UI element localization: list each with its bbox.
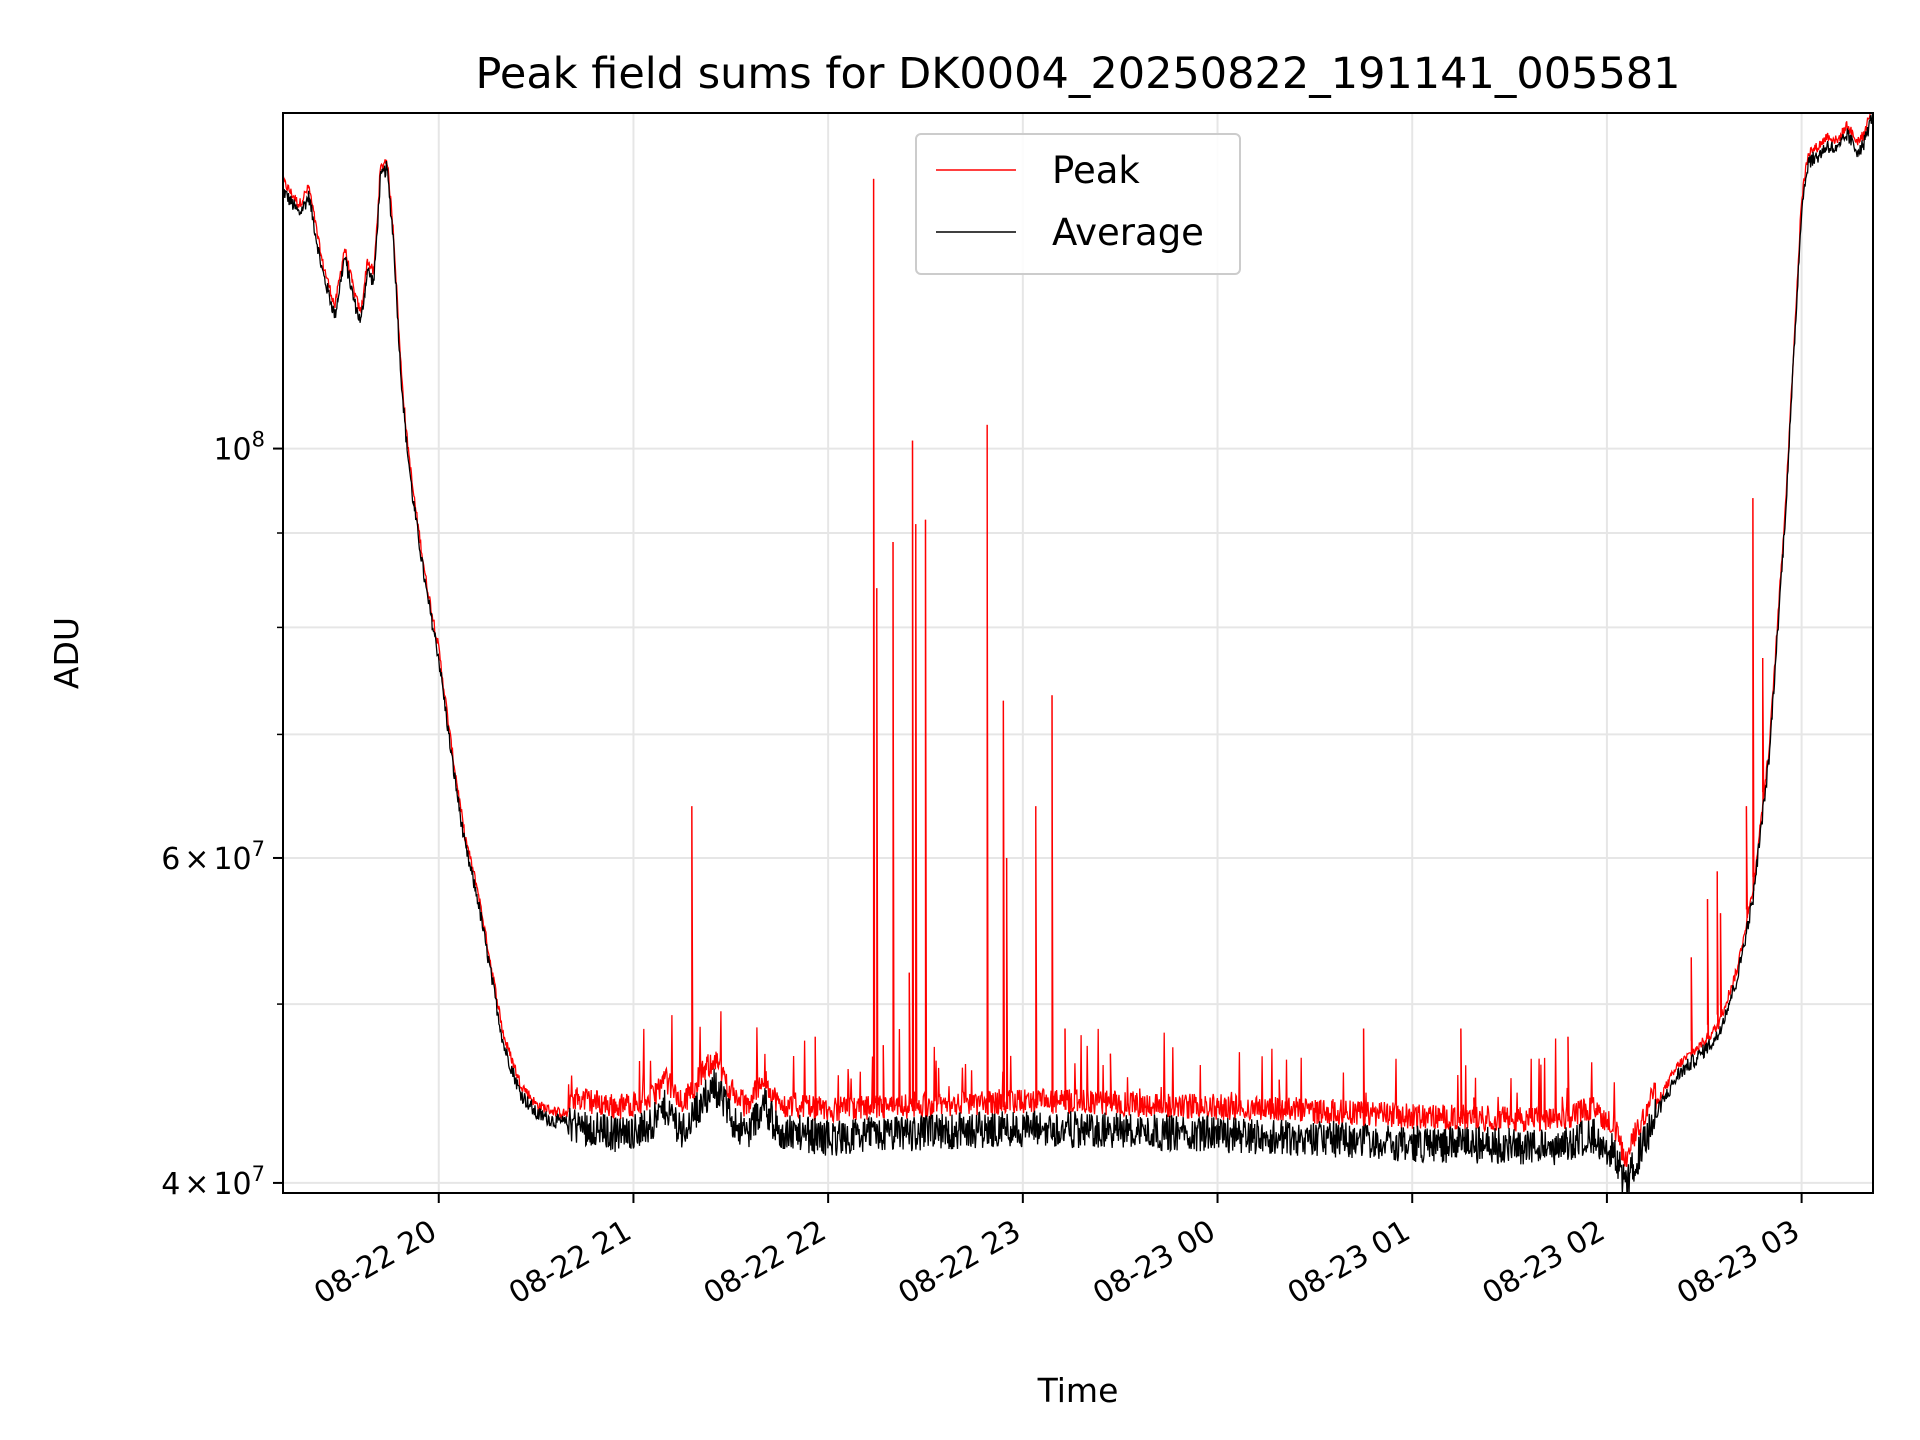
grid-layer [283,113,1873,1193]
series-average-line [283,113,1873,1193]
y-tick-label: 4 × 107 [161,1162,265,1202]
chart-title: Peak field sums for DK0004_20250822_1911… [475,49,1680,99]
y-tick-mantissa: 10 [213,433,251,468]
y-tick-times: × [184,842,209,877]
plot-frame [282,112,1874,1194]
y-tick-exponent: 7 [252,1162,265,1186]
y-tick-times: × [184,1167,209,1202]
series-peak-line [283,113,1871,1167]
y-tick-base: 10 [213,842,251,877]
y-tick-label: 108 [213,428,265,468]
y-tick-mantissa: 4 [161,1167,180,1202]
legend-average-label: Average [1052,211,1204,254]
y-axis-title: ADU [47,617,86,689]
y-tick-mantissa: 6 [161,842,180,877]
x-axis-title: Time [1037,1371,1119,1410]
y-tick-base: 10 [213,1167,251,1202]
y-tick-exponent: 7 [252,837,265,861]
legend-peak-label: Peak [1052,149,1140,192]
legend: Peak Average [915,133,1241,275]
legend-frame [915,133,1241,275]
y-tick-exponent: 8 [252,428,265,452]
plot-area [283,113,1873,1193]
y-tick-label: 6 × 107 [161,837,265,877]
